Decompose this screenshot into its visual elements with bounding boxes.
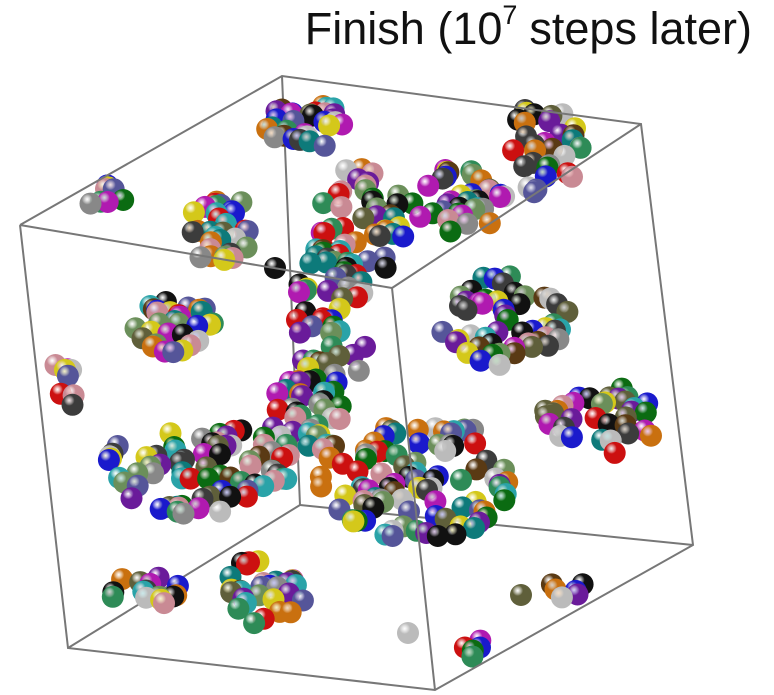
particle: [209, 501, 231, 523]
particle: [640, 425, 662, 447]
particle: [314, 135, 336, 157]
page: Finish (107steps later) (() => { const d…: [0, 0, 774, 695]
particle: [348, 360, 370, 382]
particle: [510, 584, 532, 606]
particle: [329, 408, 351, 430]
simulation-box: [0, 0, 774, 695]
particle: [289, 322, 311, 344]
particle: [408, 432, 430, 454]
particle: [439, 221, 461, 243]
particle: [299, 252, 321, 274]
particle: [397, 622, 419, 644]
particle: [243, 612, 265, 634]
particle: [427, 525, 449, 547]
particle: [121, 487, 143, 509]
particle: [318, 115, 340, 137]
particle: [162, 341, 184, 363]
particle: [375, 257, 397, 279]
particle: [409, 206, 431, 228]
particle: [470, 350, 492, 372]
particle: [62, 394, 84, 416]
particle: [604, 442, 626, 464]
particle: [434, 440, 456, 462]
particle: [153, 592, 175, 614]
particles: [45, 95, 663, 668]
particle: [450, 469, 472, 491]
particle: [369, 225, 391, 247]
particle: [382, 525, 404, 547]
particle: [551, 586, 573, 608]
particle: [493, 489, 515, 511]
particle: [173, 503, 195, 525]
particle: [417, 175, 439, 197]
particle: [288, 281, 310, 303]
particle: [264, 126, 286, 148]
particle: [456, 299, 478, 321]
particle: [513, 155, 535, 177]
particle: [102, 586, 124, 608]
particle: [392, 226, 414, 248]
particle: [330, 196, 352, 218]
particle: [80, 193, 102, 215]
particle: [489, 354, 511, 376]
particle: [310, 476, 332, 498]
particle: [183, 201, 205, 223]
particle: [342, 510, 364, 532]
particle: [280, 601, 302, 623]
particle: [312, 192, 334, 214]
particle: [561, 426, 583, 448]
